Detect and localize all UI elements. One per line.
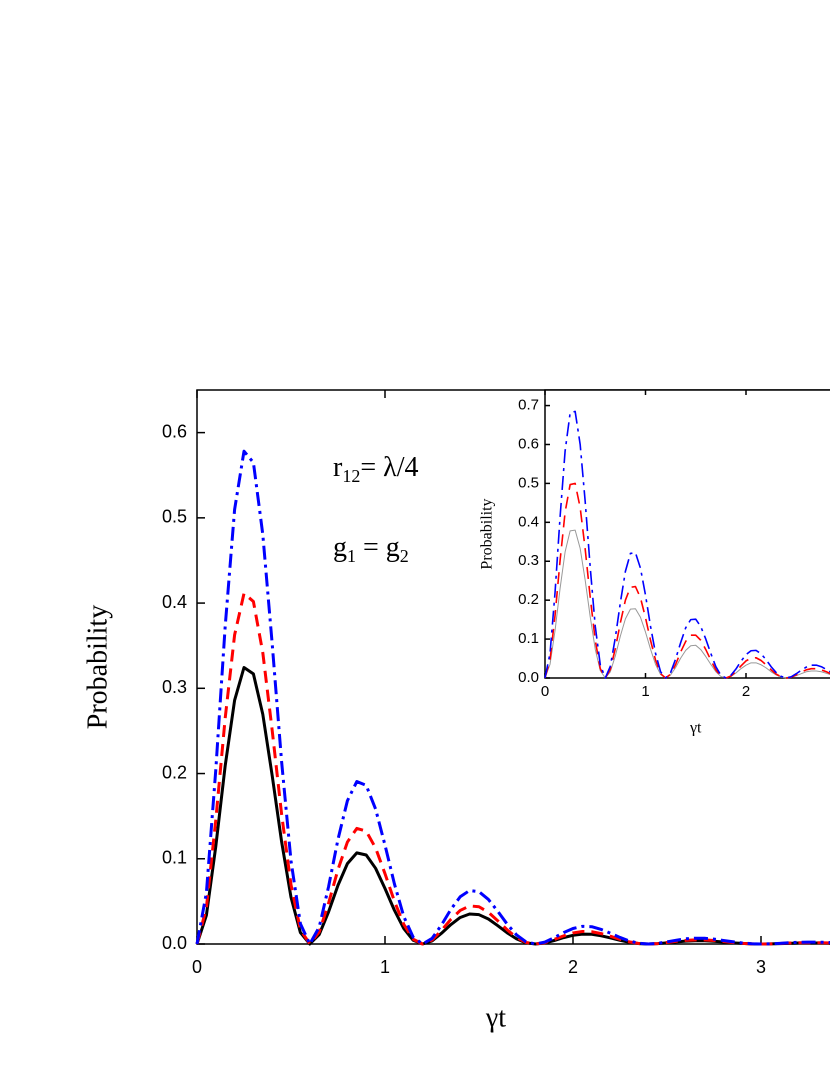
- series-line: [544, 410, 830, 679]
- x-tick-label: 2: [568, 957, 578, 977]
- y-tick-label: 0.5: [518, 474, 539, 491]
- x-axis-label: γt: [689, 720, 702, 737]
- series-line: [195, 449, 830, 946]
- y-axis-label: Probability: [82, 605, 113, 729]
- annotation: g1 = g2: [333, 532, 409, 566]
- x-axis-label: γt: [485, 1002, 506, 1033]
- y-tick-label: 0.0: [162, 933, 187, 953]
- x-tick-label: 0: [192, 957, 202, 977]
- plot-area: [544, 389, 830, 679]
- x-tick-label: 2: [742, 683, 750, 700]
- series-line: [195, 666, 830, 946]
- y-tick-label: 0.6: [162, 421, 187, 441]
- series-line: [544, 482, 830, 679]
- y-tick-label: 0.3: [162, 677, 187, 697]
- y-tick-label: 0.1: [162, 848, 187, 868]
- y-tick-label: 0.6: [518, 435, 539, 452]
- x-tick-label: 1: [641, 683, 649, 700]
- annotation-main: r: [333, 452, 343, 483]
- y-axis-label: Probability: [479, 498, 496, 569]
- y-tick-label: 0.5: [162, 507, 187, 527]
- y-tick-label: 0.1: [518, 630, 539, 647]
- annotation-tail: = g: [356, 532, 400, 563]
- y-tick-label: 0.3: [518, 552, 539, 569]
- annotation-sub2: 2: [400, 546, 409, 566]
- x-tick-label: 1: [380, 957, 390, 977]
- y-tick-label: 0.2: [518, 591, 539, 608]
- y-tick-label: 0.4: [162, 592, 187, 612]
- x-tick-label: 3: [756, 957, 766, 977]
- annotation-sub: 1: [347, 546, 356, 566]
- annotation-main: g: [333, 532, 347, 563]
- annotation-sub: 12: [342, 466, 360, 486]
- y-tick-label: 0.0: [518, 669, 539, 686]
- plot-1: 0.0 0.1 0.2 0.3 0.4 0.5 0.6 0.7 0 1 2 γt Probability: [479, 389, 830, 737]
- x-tick-label: 0: [541, 683, 549, 700]
- annotation-tail: = λ/4: [360, 452, 418, 483]
- annotation: r12= λ/4: [333, 452, 418, 486]
- y-tick-label: 0.4: [518, 513, 539, 530]
- y-tick-label: 0.2: [162, 762, 187, 782]
- y-tick-label: 0.7: [518, 397, 539, 414]
